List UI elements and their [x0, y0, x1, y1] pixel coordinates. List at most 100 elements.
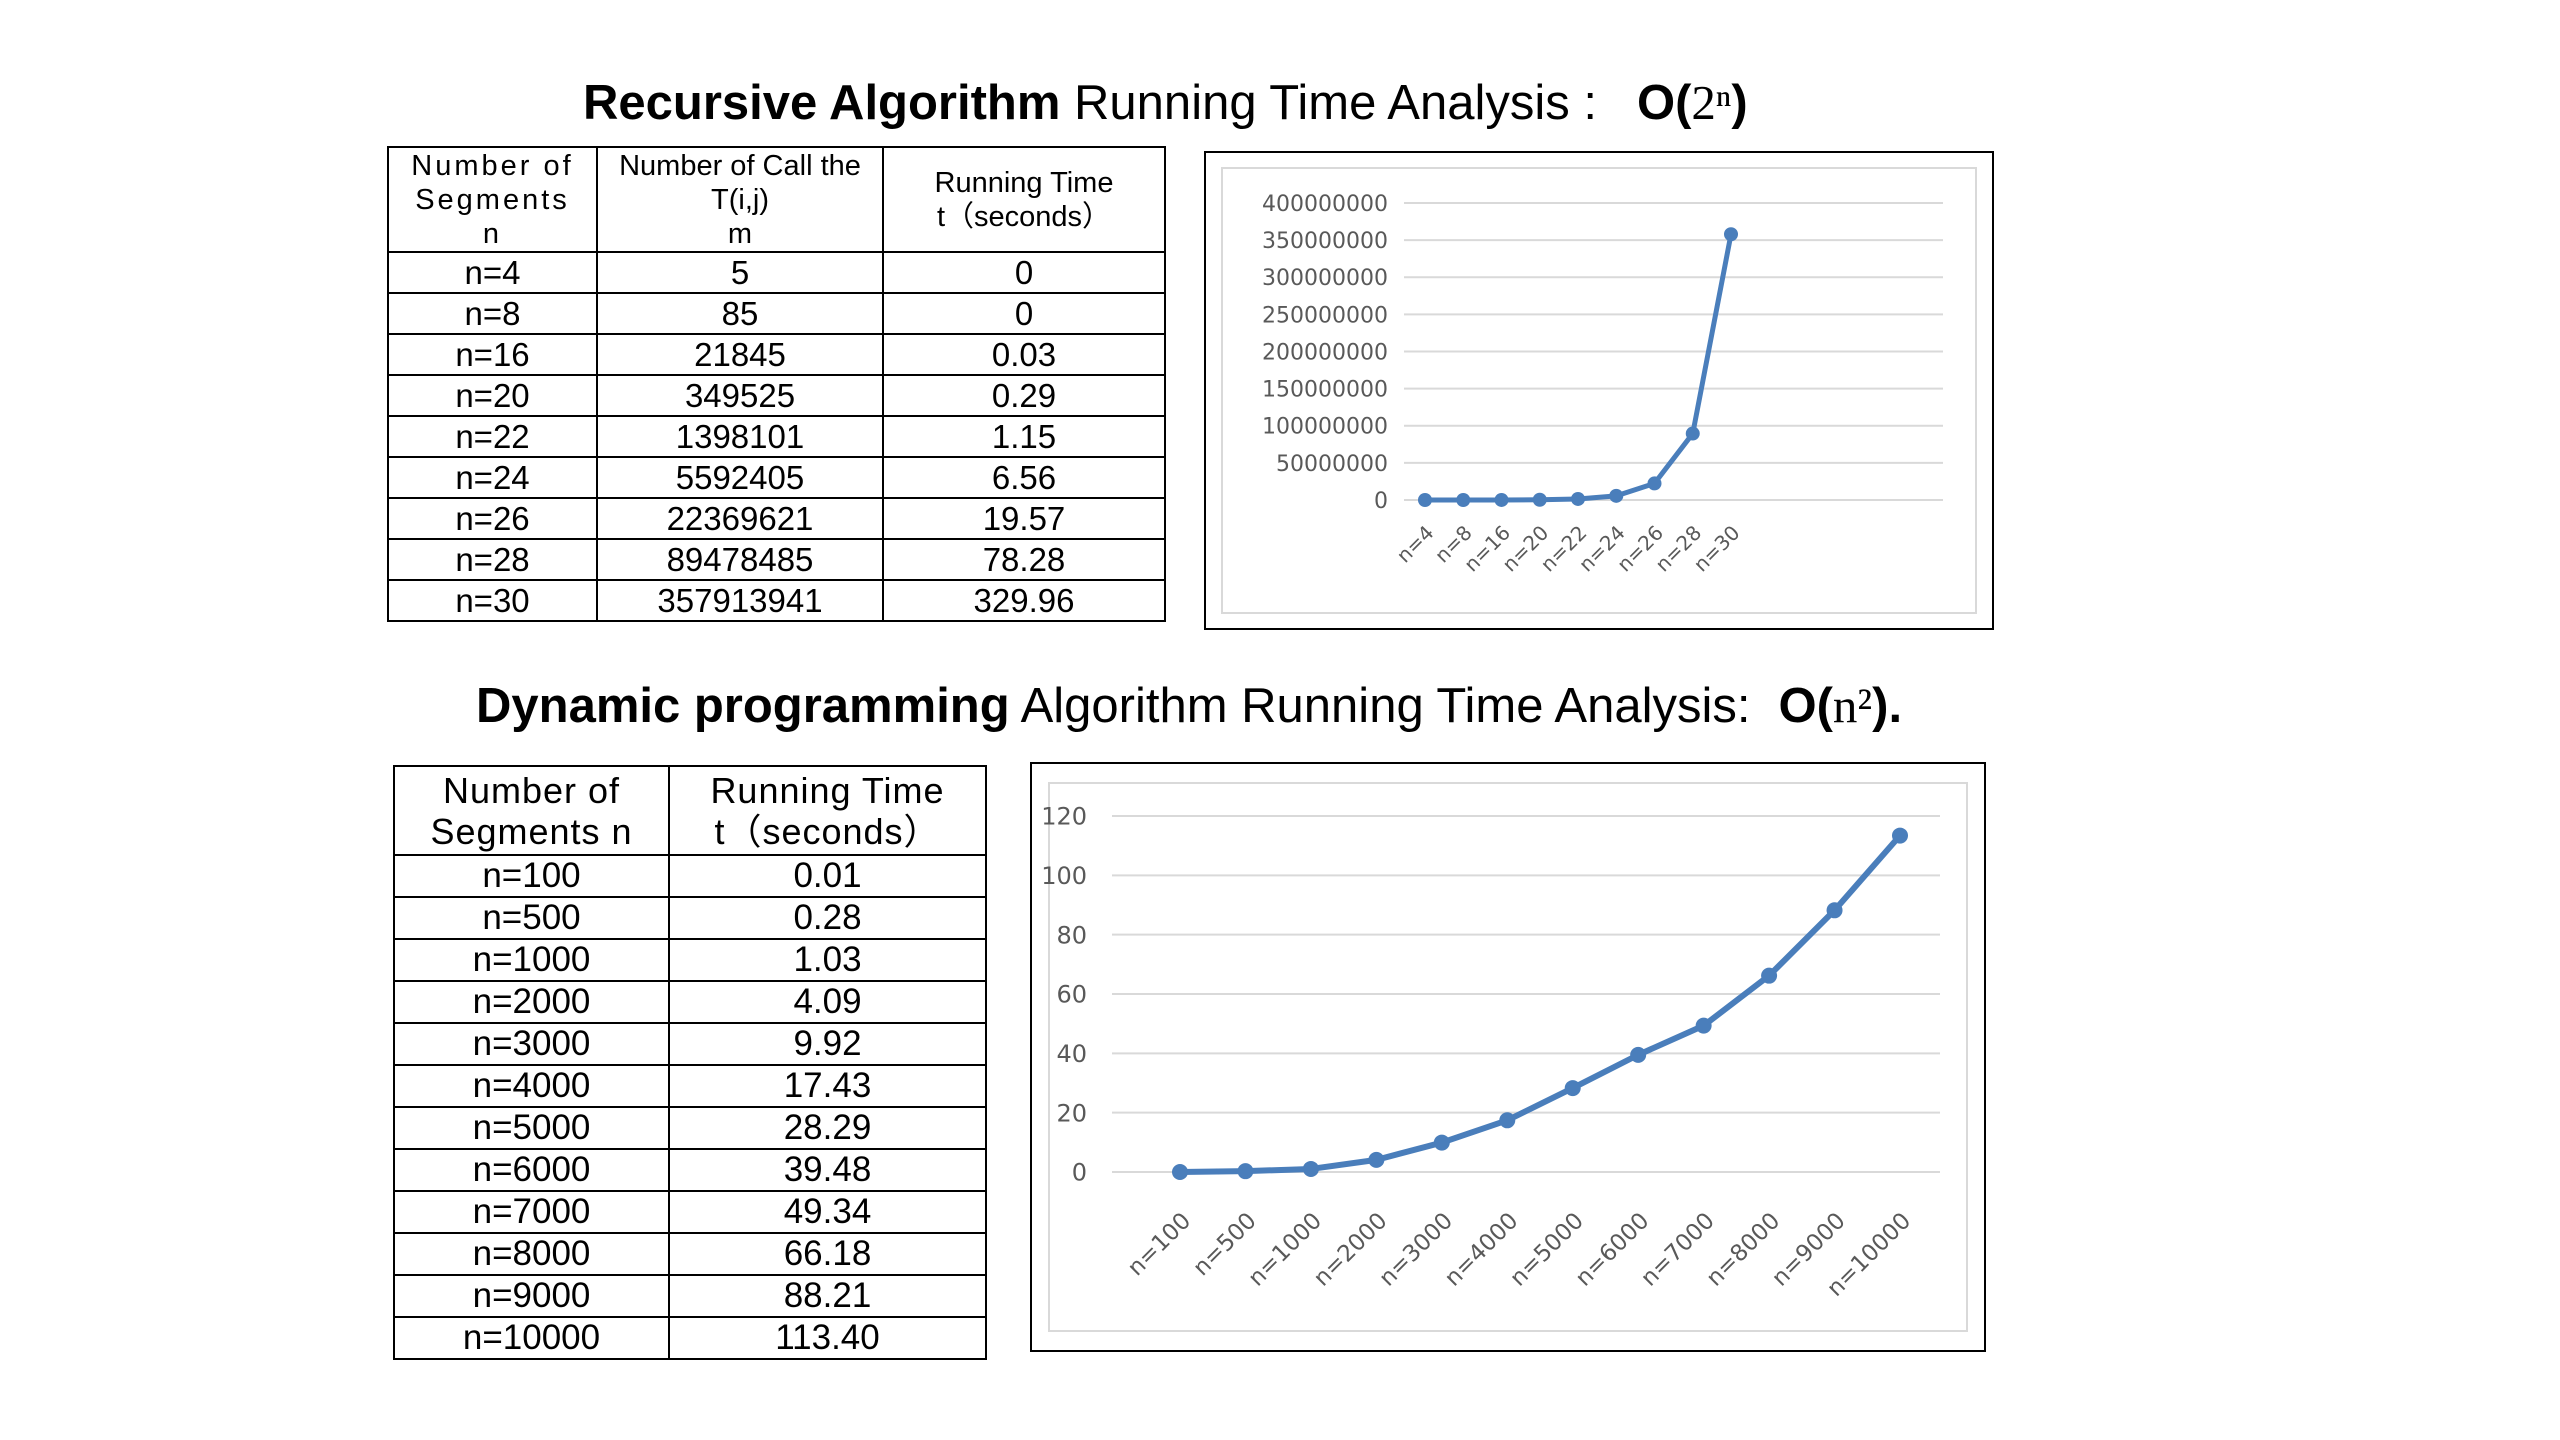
table-cell: n=100	[393, 854, 670, 898]
table-cell: n=7000	[393, 1190, 670, 1234]
y-tick-label: 50000000	[1276, 452, 1388, 477]
recursive-complexity: O(2ⁿ)	[1636, 75, 1748, 130]
dp-heading: Dynamic programming Algorithm Running Ti…	[476, 677, 1902, 734]
recursive-heading-rest: Running Time Analysis :	[1074, 76, 1597, 130]
y-tick-label: 60	[1056, 981, 1087, 1009]
table-cell: n=9000	[393, 1274, 670, 1318]
data-point	[1761, 967, 1778, 984]
dp-chart-svg: 020406080100120n=100n=500n=1000n=2000n=3…	[1041, 803, 1940, 1302]
series-line	[1177, 832, 1903, 1175]
recursive-table-header-cell: Number of Segments n	[387, 146, 598, 253]
recursive-table-header-cell: Number of Call the T(i,j) m	[596, 146, 884, 253]
table-cell: n=26	[387, 497, 598, 540]
recursive-heading-bold: Recursive Algorithm	[583, 76, 1061, 130]
dp-table-header-cell: Number of Segments n	[393, 765, 670, 856]
table-cell: 78.28	[882, 538, 1166, 581]
table-row: n=4000 17.43	[393, 1064, 987, 1108]
table-row: n=9000 88.21	[393, 1274, 987, 1318]
recursive-chart: 0 50000000 100000000 150000000 200000000 2500…	[1204, 151, 1994, 630]
data-point	[1695, 1017, 1712, 1034]
y-tick-label: 20	[1056, 1099, 1087, 1127]
data-point	[1685, 426, 1700, 441]
table-cell: n=24	[387, 456, 598, 499]
dp-heading-bold: Dynamic programming	[476, 679, 1010, 733]
table-cell: 0.03	[882, 333, 1166, 376]
y-tick-label: 100	[1041, 862, 1087, 890]
recursive-table-body: n=4 5 0 n=8 85 0 n=16 21845 0.03 n=20 349525 0.29 n=…	[387, 251, 1166, 622]
table-cell: 0	[882, 251, 1166, 294]
table-cell: 19.57	[882, 497, 1166, 540]
table-cell: n=10000	[393, 1316, 670, 1360]
data-point	[1172, 1163, 1188, 1180]
table-cell: 0	[882, 292, 1166, 335]
table-cell: 39.48	[668, 1148, 987, 1192]
dp-table-header: Number of Segments n Running Time t（secon…	[393, 765, 987, 856]
table-row: n=20 349525 0.29	[387, 374, 1166, 417]
y-tick-label: 0	[1374, 489, 1388, 514]
recursive-chart-svg: 0 50000000 100000000 150000000 200000000 2500…	[1262, 192, 1943, 576]
table-cell: n=5000	[393, 1106, 670, 1150]
table-row: n=100 0.01	[393, 854, 987, 898]
data-point	[1609, 488, 1624, 503]
table-cell: 22369621	[596, 497, 884, 540]
table-cell: n=22	[387, 415, 598, 458]
table-row: n=10000 113.40	[393, 1316, 987, 1360]
dp-chart: 0 20 40 60 80 100 120 n=100 n=500 n=1000 n=2000 n=3…	[1030, 762, 1986, 1352]
table-cell: 113.40	[668, 1316, 987, 1360]
table-row: n=8000 66.18	[393, 1232, 987, 1276]
table-cell: 1.15	[882, 415, 1166, 458]
table-cell: 329.96	[882, 579, 1166, 622]
table-row: n=4 5 0	[387, 251, 1166, 294]
table-row: n=26 22369621 19.57	[387, 497, 1166, 540]
table-row: n=6000 39.48	[393, 1148, 987, 1192]
x-tick-label: n=4	[1392, 521, 1439, 568]
table-cell: 5592405	[596, 456, 884, 499]
data-point	[1499, 1112, 1516, 1129]
data-point	[1237, 1163, 1254, 1180]
table-cell: n=6000	[393, 1148, 670, 1192]
table-cell: 5	[596, 251, 884, 294]
table-cell: n=4	[387, 251, 598, 294]
table-row: n=24 5592405 6.56	[387, 456, 1166, 499]
dp-table: Number of Segments n Running Time t（secon…	[393, 765, 987, 1360]
y-tick-label: 400000000	[1262, 192, 1388, 217]
dp-table-body: n=100 0.01 n=500 0.28 n=1000 1.03 n=2000 4.09 n=…	[393, 854, 987, 1360]
table-cell: n=4000	[393, 1064, 670, 1108]
table-cell: 21845	[596, 333, 884, 376]
y-tick-label: 200000000	[1262, 340, 1388, 365]
dp-table-header-cell: Running Time t（seconds）	[668, 765, 987, 856]
table-row: n=8 85 0	[387, 292, 1166, 335]
table-cell: 1398101	[596, 415, 884, 458]
data-point	[1724, 227, 1738, 242]
data-point	[1456, 492, 1471, 507]
table-row: n=500 0.28	[393, 896, 987, 940]
series-line	[1422, 231, 1734, 503]
table-cell: 4.09	[668, 980, 987, 1024]
table-row: n=16 21845 0.03	[387, 333, 1166, 376]
table-cell: 0.28	[668, 896, 987, 940]
data-point	[1368, 1151, 1385, 1168]
table-row: n=5000 28.29	[393, 1106, 987, 1150]
table-row: n=2000 4.09	[393, 980, 987, 1024]
data-point	[1564, 1080, 1581, 1097]
dp-chart-plot-area	[1048, 782, 1968, 1332]
recursive-chart-plot-area	[1221, 167, 1977, 614]
y-tick-label: 250000000	[1262, 303, 1388, 328]
table-row: n=30 357913941 329.96	[387, 579, 1166, 622]
table-cell: n=3000	[393, 1022, 670, 1066]
table-cell: n=8	[387, 292, 598, 335]
table-cell: 17.43	[668, 1064, 987, 1108]
table-cell: 88.21	[668, 1274, 987, 1318]
y-tick-label: 150000000	[1262, 378, 1388, 403]
table-cell: n=20	[387, 374, 598, 417]
x-tick-label: n=100	[1123, 1208, 1196, 1281]
recursive-table-header: Number of Segments n Number of Call the T…	[387, 146, 1166, 253]
data-point	[1418, 493, 1432, 507]
data-point	[1892, 827, 1908, 844]
dp-complexity: O(n²).	[1778, 678, 1903, 733]
recursive-table-header-cell: Running Time t（seconds）	[882, 146, 1166, 253]
y-tick-label: 350000000	[1262, 229, 1388, 254]
data-point	[1647, 476, 1662, 491]
data-point	[1433, 1134, 1450, 1151]
table-cell: n=30	[387, 579, 598, 622]
